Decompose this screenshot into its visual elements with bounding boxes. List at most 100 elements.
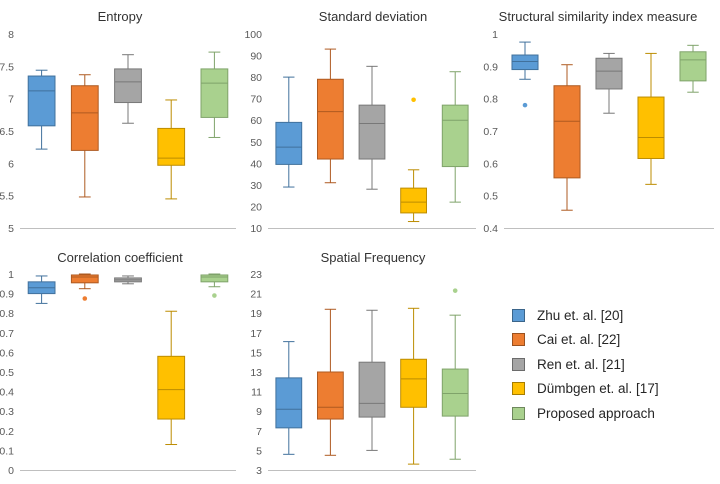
box	[71, 275, 98, 283]
y-tick-label: 13	[250, 367, 262, 379]
y-tick-label: 20	[250, 201, 262, 213]
y-tick-label: 0.7	[483, 126, 498, 138]
box	[276, 122, 302, 164]
y-tick-label: 21	[250, 289, 262, 301]
y-tick-label: 70	[250, 94, 262, 106]
legend-swatch	[512, 407, 525, 420]
y-tick-label: 90	[250, 51, 262, 63]
box	[442, 369, 468, 416]
chart-title: Entropy	[98, 9, 143, 24]
outlier-point	[83, 296, 88, 301]
chart-panel: Structural similarity index measure 0.4 0.…	[483, 9, 714, 235]
legend-item: Cai et. al. [22]	[512, 328, 659, 353]
y-tick-label: 5	[256, 445, 262, 457]
y-tick-label: 15	[250, 347, 262, 359]
box	[512, 55, 538, 70]
box	[318, 372, 344, 419]
legend-item: Zhu et. al. [20]	[512, 303, 659, 328]
box	[276, 378, 302, 428]
y-tick-label: 6	[8, 158, 14, 170]
legend-swatch	[512, 358, 525, 371]
y-tick-label: 7	[256, 426, 262, 438]
y-tick-label: 60	[250, 115, 262, 127]
box-series	[158, 100, 185, 199]
y-tick-label: 19	[250, 308, 262, 320]
box-series	[442, 288, 468, 459]
y-tick-label: 7	[8, 94, 14, 106]
box	[115, 69, 142, 103]
y-tick-label: 0.8	[483, 94, 498, 106]
box	[201, 69, 228, 118]
box-series	[554, 65, 580, 211]
box	[158, 128, 185, 165]
box-series	[318, 309, 344, 455]
y-tick-label: 11	[251, 387, 262, 399]
y-tick-label: 0.5	[483, 191, 498, 203]
legend-item: Proposed approach	[512, 401, 659, 426]
y-tick-label: 0.3	[0, 406, 14, 418]
legend-swatch	[512, 382, 525, 395]
box	[401, 188, 427, 213]
legend-swatch	[512, 333, 525, 346]
box-series	[359, 310, 385, 450]
outlier-point	[523, 103, 528, 108]
legend-item: Ren et. al. [21]	[512, 352, 659, 377]
box-series	[276, 77, 302, 187]
y-tick-label: 30	[250, 180, 262, 192]
box-series	[71, 274, 98, 301]
y-tick-label: 3	[256, 465, 262, 477]
y-tick-label: 7.5	[0, 61, 14, 73]
legend-swatch	[512, 309, 525, 322]
y-tick-label: 5	[8, 223, 14, 235]
chart-panel: Spatial Frequency357911131517192123	[250, 250, 476, 477]
box-series	[512, 42, 538, 107]
y-tick-label: 0.4	[483, 223, 498, 235]
y-tick-label: 0.7	[0, 328, 14, 340]
y-tick-label: 8	[8, 29, 14, 41]
box	[401, 359, 427, 407]
y-tick-label: 0.5	[0, 367, 14, 379]
y-tick-label: 10	[250, 223, 262, 235]
box-series	[158, 311, 185, 444]
box-series	[638, 53, 664, 184]
box-series	[442, 72, 468, 202]
legend-label: Ren et. al. [21]	[537, 357, 625, 372]
box	[554, 86, 580, 178]
legend-item: Dümbgen et. al. [17]	[512, 377, 659, 402]
y-tick-label: 0.9	[483, 61, 498, 73]
legend-label: Proposed approach	[537, 406, 655, 421]
chart-panel: Standard deviation102030405060708090100	[244, 9, 476, 235]
box	[680, 52, 706, 81]
y-tick-label: 0	[8, 465, 14, 477]
legend-label: Cai et. al. [22]	[537, 332, 620, 347]
box	[158, 356, 185, 419]
y-tick-label: 0.1	[0, 445, 14, 457]
y-tick-label: 0.9	[0, 289, 14, 301]
box-series	[401, 97, 427, 221]
box-series	[201, 274, 228, 298]
outlier-point	[212, 293, 217, 298]
box-series	[28, 70, 55, 149]
box-series	[318, 49, 344, 183]
chart-title: Correlation coefficient	[57, 250, 183, 265]
legend-label: Zhu et. al. [20]	[537, 308, 623, 323]
box-series	[680, 45, 706, 92]
box	[442, 105, 468, 166]
box-series	[359, 66, 385, 189]
outlier-point	[411, 97, 416, 102]
chart-panel: Correlation coefficient00.10.20.30.40.50…	[0, 250, 236, 477]
box	[359, 362, 385, 417]
chart-title: Structural similarity index measure	[499, 9, 698, 24]
y-tick-label: 1	[8, 269, 14, 281]
box-series	[115, 55, 142, 124]
box	[28, 76, 55, 126]
chart-title: Spatial Frequency	[321, 250, 426, 265]
y-tick-label: 40	[250, 158, 262, 170]
box	[201, 275, 228, 282]
y-tick-label: 50	[250, 137, 262, 149]
box	[596, 58, 622, 89]
box	[638, 97, 664, 158]
box-series	[28, 276, 55, 303]
y-tick-label: 0.2	[0, 426, 14, 438]
y-tick-label: 9	[256, 406, 262, 418]
